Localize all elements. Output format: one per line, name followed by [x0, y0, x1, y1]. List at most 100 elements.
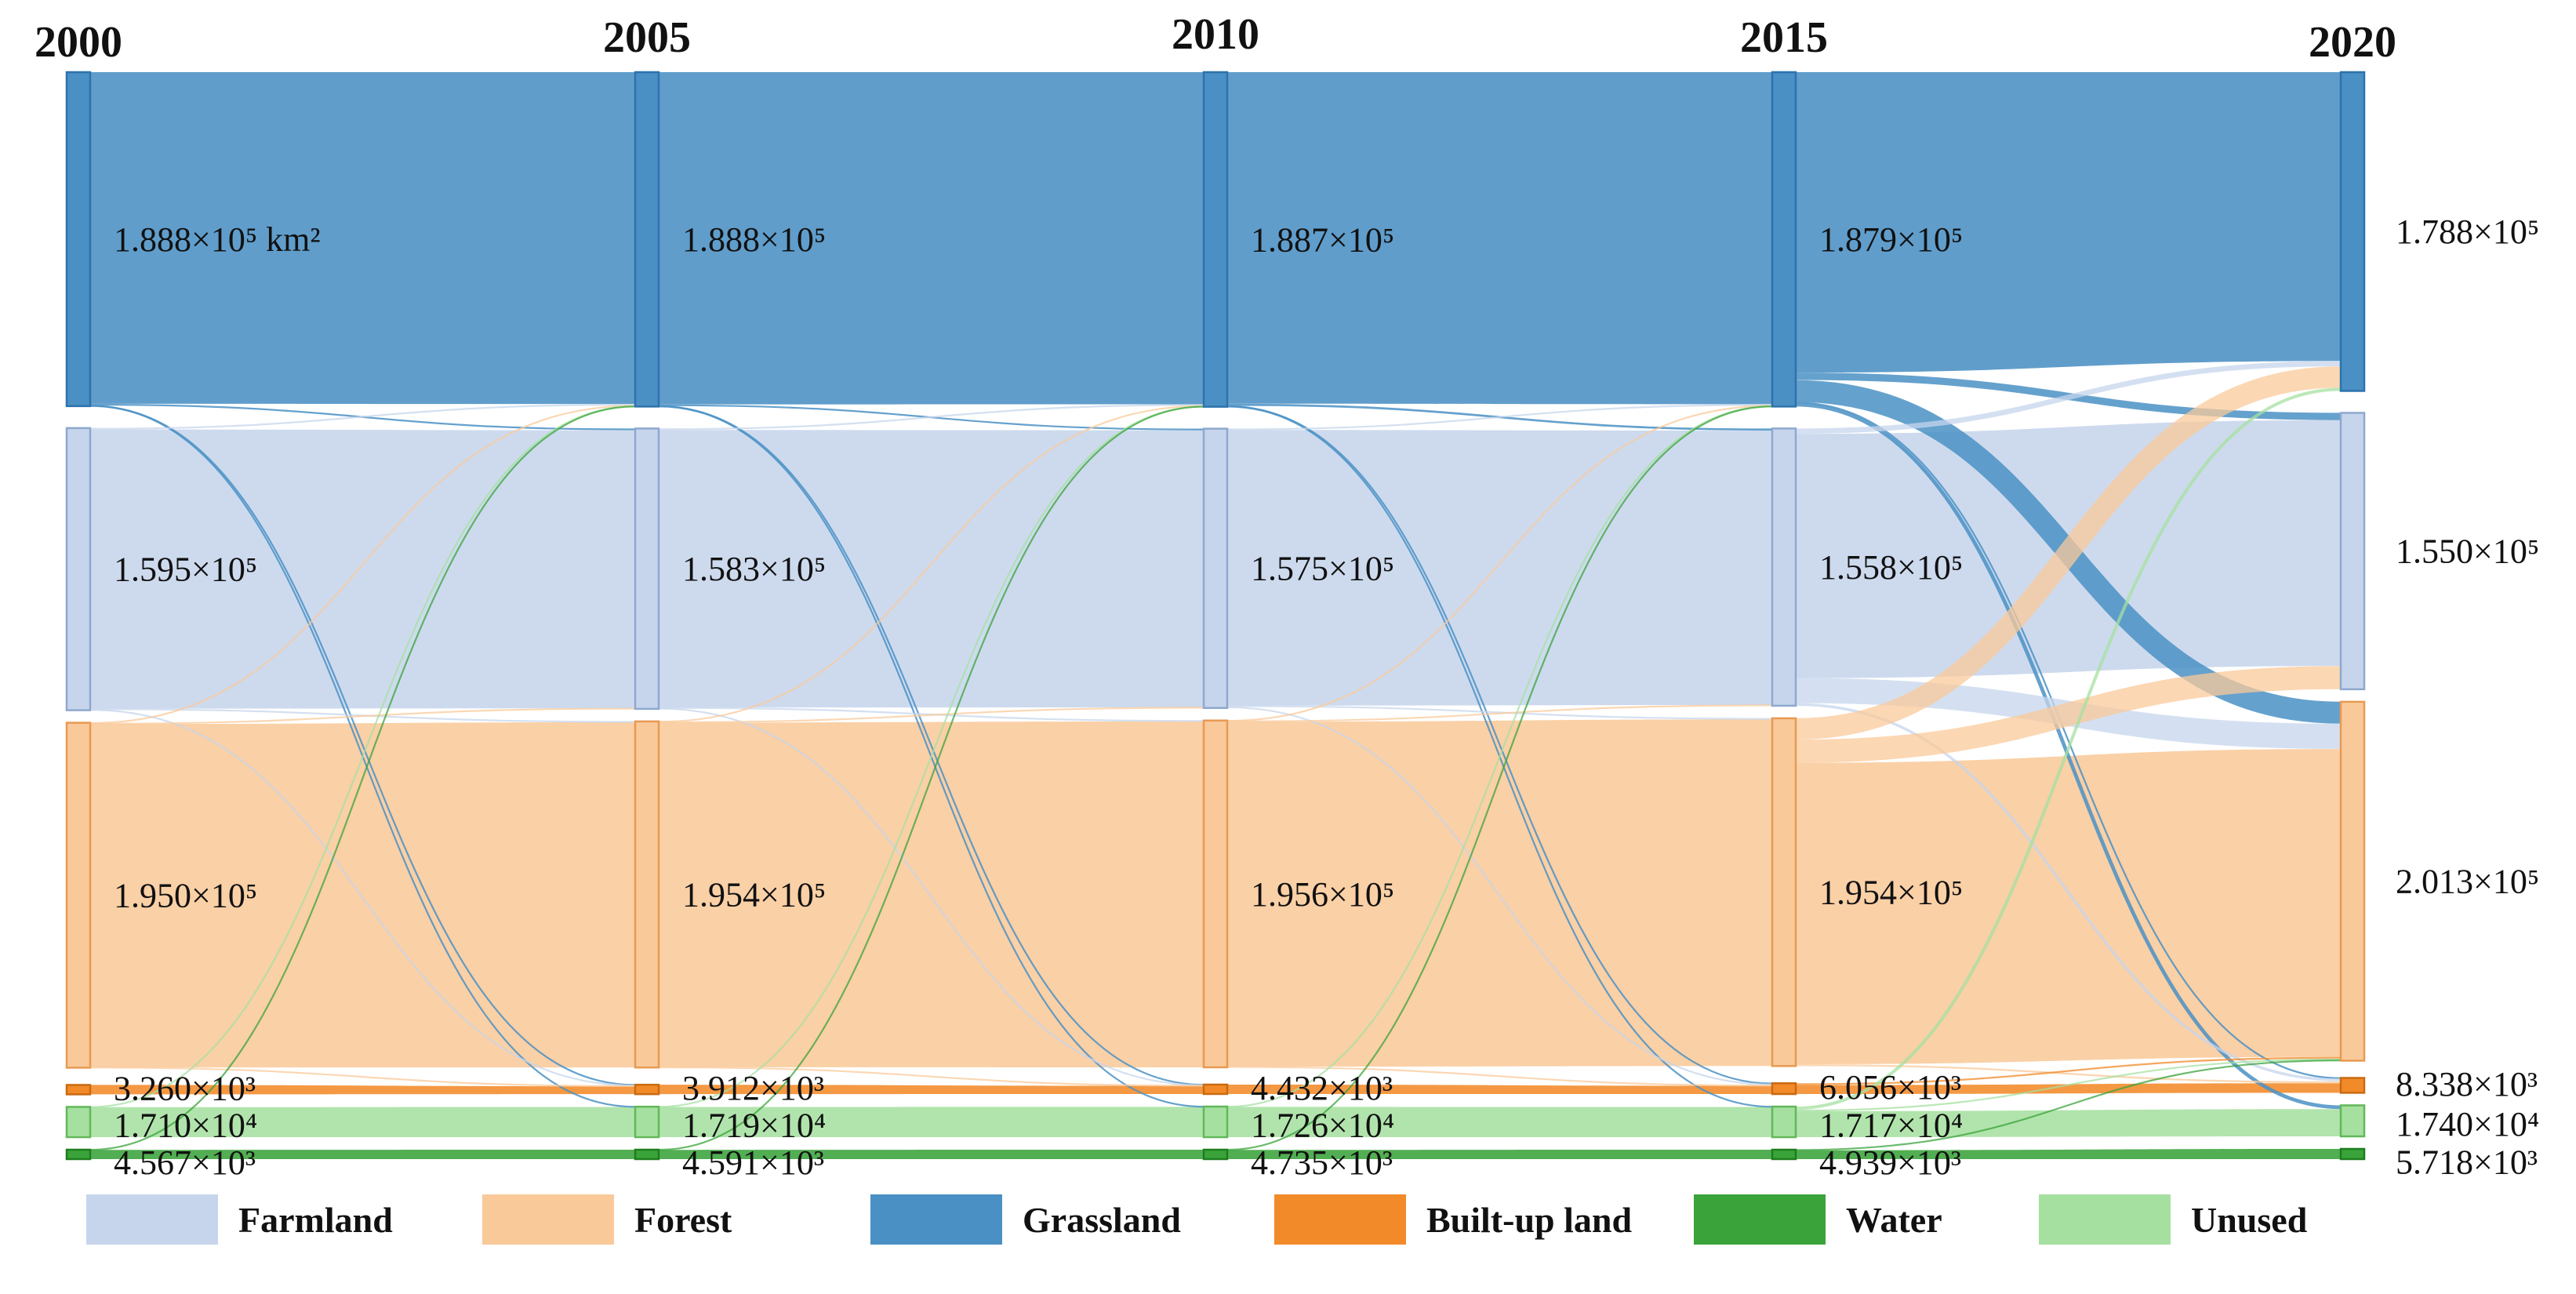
node-2015-built-up-land — [1771, 1082, 1797, 1096]
legend-item-built-up-land: Built-up land — [1274, 1192, 1632, 1247]
node-2005-unused — [634, 1105, 660, 1139]
link-2005-2010-water-to-grassland — [658, 405, 1204, 1151]
node-label-2020-farmland: 1.550×10⁵ — [2396, 533, 2539, 571]
link-2000-2005-farmland-persist — [90, 429, 635, 709]
link-2000-2005-farmland-to-built-up-land — [89, 709, 636, 1087]
year-label-2005: 2005 — [603, 13, 691, 62]
link-2010-2015-farmland-persist — [1227, 430, 1772, 706]
node-label-2005-grassland: 1.888×10⁵ — [682, 220, 826, 259]
node-label-2000-water: 4.567×10³ — [114, 1143, 256, 1182]
link-2010-2015-farmland-to-built-up-land — [1226, 706, 1773, 1085]
node-2005-farmland — [634, 427, 660, 711]
node-2010-grassland — [1202, 71, 1229, 408]
node-2010-built-up-land — [1202, 1083, 1229, 1096]
node-2015-forest — [1771, 717, 1797, 1067]
node-label-2015-unused: 1.717×10⁴ — [1819, 1107, 1963, 1145]
link-2005-2010-grassland-to-built-up-land — [658, 405, 1204, 1086]
link-2005-2010-unused-persist — [659, 1107, 1204, 1137]
link-2000-2005-grassland-to-built-up-land — [89, 405, 636, 1086]
node-2000-farmland — [65, 427, 92, 711]
link-2010-2015-unused-to-grassland — [1226, 405, 1773, 1108]
node-2000-built-up-land — [65, 1084, 92, 1096]
year-label-2010: 2010 — [1172, 10, 1259, 59]
link-2005-2010-farmland-to-grassland — [658, 404, 1204, 431]
link-2015-2020-forest-to-grassland — [1795, 366, 2342, 740]
legend-swatch-grassland — [870, 1194, 1002, 1245]
link-2010-2015-forest-persist — [1227, 719, 1772, 1067]
link-2000-2005-water-to-grassland — [89, 405, 636, 1151]
node-2010-forest — [1202, 719, 1229, 1069]
link-2000-2005-forest-to-grassland — [89, 405, 636, 725]
link-2010-2015-water-persist — [1227, 1150, 1772, 1159]
node-2020-water — [2339, 1147, 2366, 1161]
node-label-2005-forest: 1.954×10⁵ — [682, 876, 826, 914]
link-2010-2015-grassland-persist — [1227, 72, 1772, 405]
node-label-2015-grassland: 1.879×10⁵ — [1819, 220, 1963, 259]
link-2010-2015-farmland-to-grassland — [1226, 404, 1773, 431]
legend-item-forest: Forest — [482, 1192, 732, 1247]
link-2015-2020-farmland-to-grassland — [1795, 361, 2342, 434]
legend: Farmland Forest Grassland Built-up land … — [0, 1192, 2576, 1263]
link-2000-2005-forest-to-farmland — [89, 707, 636, 725]
node-label-2020-unused: 1.740×10⁴ — [2396, 1105, 2539, 1143]
link-2005-2010-farmland-to-built-up-land — [658, 707, 1204, 1086]
link-2015-2020-water-persist — [1796, 1149, 2341, 1159]
node-2015-farmland — [1771, 427, 1797, 707]
legend-label-water: Water — [1846, 1199, 1942, 1240]
year-headers: 2000 2005 2010 2015 2020 — [35, 10, 2396, 67]
node-2010-unused — [1202, 1105, 1229, 1139]
link-2010-2015-forest-to-grassland — [1226, 405, 1773, 722]
link-2010-2015-built-up-land-persist — [1227, 1084, 1772, 1095]
year-label-2020: 2020 — [2309, 18, 2396, 67]
legend-swatch-unused — [2039, 1194, 2171, 1245]
node-label-2005-built-up-land: 3.912×10³ — [682, 1069, 824, 1107]
link-2005-2010-grassland-persist — [659, 72, 1204, 405]
node-label-2010-water: 4.735×10³ — [1251, 1143, 1393, 1182]
link-2010-2015-water-to-grassland — [1226, 405, 1773, 1151]
node-2000-forest — [65, 722, 92, 1069]
node-2020-forest — [2339, 700, 2366, 1062]
link-2000-2005-farmland-to-grassland — [89, 403, 636, 430]
link-2015-2020-unused-to-forest — [1795, 1058, 2342, 1112]
link-2005-2010-forest-to-farmland — [658, 707, 1204, 724]
legend-label-grassland: Grassland — [1023, 1199, 1181, 1240]
year-label-2000: 2000 — [35, 18, 122, 67]
node-label-2010-grassland: 1.887×10⁵ — [1251, 220, 1394, 259]
link-2015-2020-grassland-persist — [1796, 72, 2341, 373]
legend-item-grassland: Grassland — [870, 1192, 1181, 1247]
node-2010-water — [1202, 1148, 1229, 1161]
node-label-2005-farmland: 1.583×10⁵ — [682, 550, 826, 588]
legend-swatch-built-up-land — [1274, 1194, 1406, 1245]
node-label-2000-grassland: 1.888×10⁵ km² — [114, 220, 321, 259]
node-2020-built-up-land — [2339, 1077, 2366, 1094]
node-label-2005-unused: 1.719×10⁴ — [682, 1107, 826, 1145]
node-2010-farmland — [1202, 427, 1229, 709]
node-2015-grassland — [1771, 71, 1797, 408]
link-2005-2010-water-persist — [659, 1150, 1204, 1159]
link-2000-2005-forest-persist — [90, 722, 635, 1068]
node-label-2020-forest: 2.013×10⁵ — [2396, 863, 2539, 901]
link-2010-2015-grassland-to-built-up-land — [1226, 405, 1773, 1085]
link-2015-2020-water-to-forest — [1795, 1060, 2342, 1151]
legend-swatch-farmland — [86, 1194, 218, 1245]
link-2010-2015-unused-persist — [1227, 1107, 1772, 1137]
node-2015-water — [1771, 1148, 1797, 1161]
link-2005-2010-forest-to-grassland — [658, 405, 1204, 723]
link-2000-2005-built-up-land-persist — [90, 1085, 635, 1095]
node-label-2020-built-up-land: 8.338×10³ — [2396, 1065, 2538, 1103]
node-2000-water — [65, 1148, 92, 1161]
node-2005-forest — [634, 720, 660, 1069]
link-2015-2020-unused-persist — [1796, 1109, 2341, 1137]
link-2015-2020-forest-persist — [1796, 749, 2341, 1065]
node-2005-water — [634, 1148, 660, 1161]
node-label-2000-forest: 1.950×10⁵ — [114, 877, 257, 915]
link-2015-2020-unused-to-grassland — [1795, 387, 2342, 1110]
year-nodes — [65, 71, 2366, 1161]
legend-swatch-forest — [482, 1194, 614, 1245]
legend-item-water: Water — [1694, 1192, 1942, 1247]
legend-swatch-water — [1694, 1194, 1826, 1245]
node-2005-grassland — [634, 71, 660, 408]
node-label-2020-grassland: 1.788×10⁵ — [2396, 213, 2539, 251]
flow-links — [89, 72, 2342, 1159]
link-2005-2010-farmland-persist — [659, 430, 1204, 708]
